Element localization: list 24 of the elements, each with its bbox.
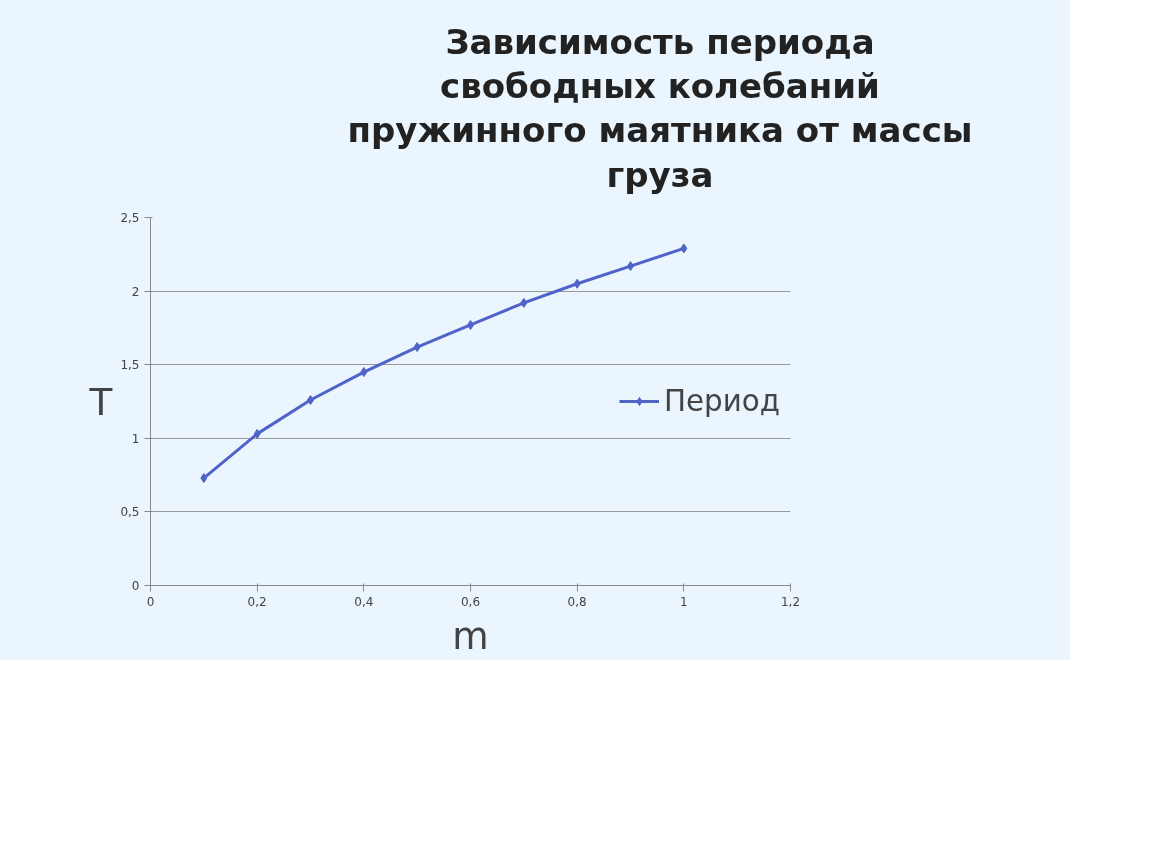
point	[413, 341, 421, 352]
y-tick-label: 0,5	[120, 505, 140, 520]
x-tick-label: 0	[146, 594, 155, 609]
chart-title: Зависимость периода свободных колебаний пружинного маятника от массы груза	[347, 21, 973, 197]
y-tick-label: 1,5	[120, 357, 140, 372]
y-tick-label: 0	[131, 578, 140, 593]
y-axis-title: T	[88, 379, 113, 424]
point	[200, 472, 208, 483]
x-tick-label: 0,6	[460, 594, 481, 609]
x-tick-label: 0,4	[354, 594, 374, 609]
point	[573, 278, 581, 289]
x-tick-label: 1	[680, 594, 688, 609]
y-tick-label: 1	[131, 431, 140, 446]
y-tick-label: 2,5	[120, 210, 140, 225]
x-tick-label: 1,2	[780, 594, 801, 609]
y-tick-label: 2	[131, 284, 140, 299]
x-tick-label: 0,8	[567, 594, 587, 609]
legend-label: Период	[664, 383, 780, 418]
point	[520, 297, 528, 308]
point	[680, 243, 688, 254]
x-tick-label: 0,2	[247, 594, 267, 609]
point	[360, 366, 368, 377]
point	[253, 428, 261, 439]
x-axis-title: m	[452, 613, 489, 658]
